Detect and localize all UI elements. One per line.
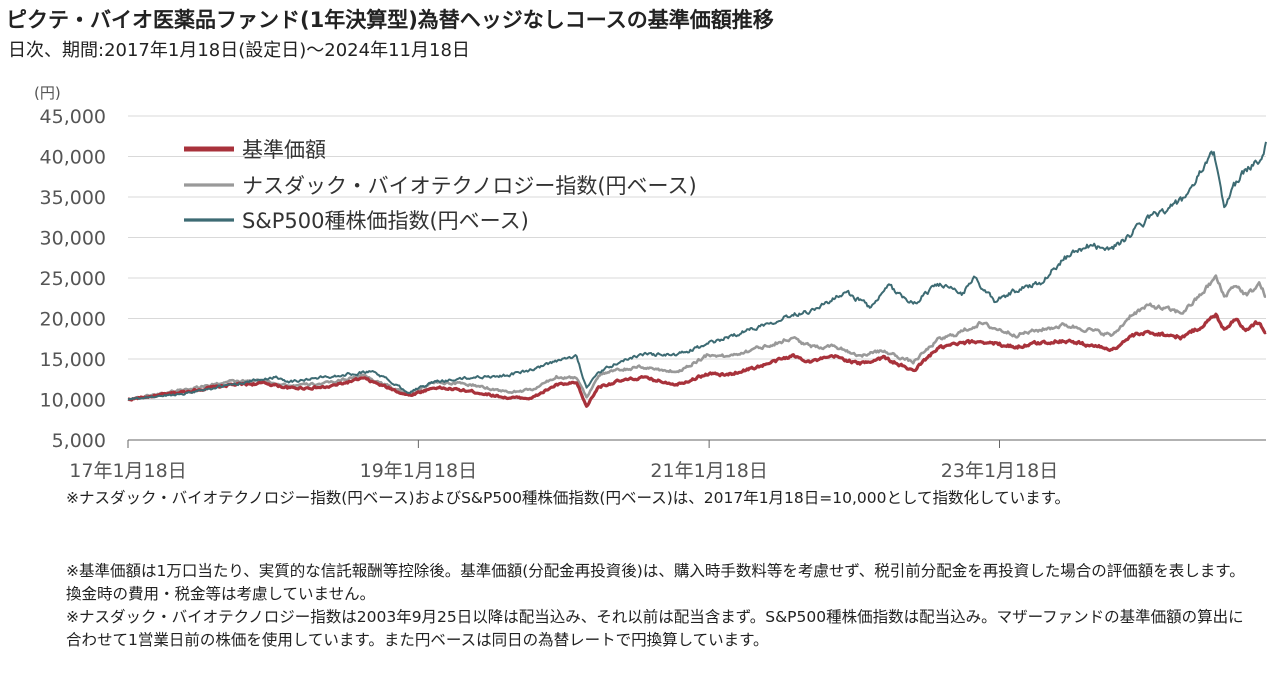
x-tick-label: 21年1月18日 <box>650 460 767 482</box>
legend-label: ナスダック・バイオテクノロジー指数(円ベース) <box>242 174 697 198</box>
y-tick-label: 40,000 <box>40 147 106 169</box>
x-tick-label: 23年1月18日 <box>941 460 1058 482</box>
y-tick-label: 30,000 <box>40 228 106 250</box>
footnote-index: ※ナスダック・バイオテクノロジー指数は2003年9月25日以降は配当込み、それ以… <box>66 608 1244 649</box>
y-tick-label: 45,000 <box>40 106 106 128</box>
y-tick-label: 20,000 <box>40 309 106 331</box>
y-tick-label: 25,000 <box>40 268 106 290</box>
x-tick-label: 19年1月18日 <box>360 460 477 482</box>
series-lines <box>127 141 1267 408</box>
x-tick-label: 17年1月18日 <box>69 460 186 482</box>
y-axis-unit: (円) <box>34 84 61 102</box>
y-tick-label: 10,000 <box>40 390 106 412</box>
chart-title: ピクテ・バイオ医薬品ファンド(1年決算型)為替ヘッジなしコースの基準価額推移 <box>6 8 774 32</box>
index-note: ※ナスダック・バイオテクノロジー指数(円ベース)およびS&P500種株価指数(円… <box>66 489 1071 507</box>
gridlines <box>128 115 1266 441</box>
series-line <box>127 274 1267 402</box>
legend-label: 基準価額 <box>242 138 326 162</box>
y-tick-label: 15,000 <box>40 349 106 371</box>
x-axis: 17年1月18日 19年1月18日 21年1月18日 23年1月18日 <box>69 439 1266 482</box>
y-tick-label: 5,000 <box>52 430 106 452</box>
chart-subtitle: 日次、期間:2017年1月18日(設定日)～2024年11月18日 <box>8 40 470 61</box>
y-axis: 5,000 10,000 15,000 20,000 25,000 30,000 35,00… <box>40 106 106 452</box>
y-tick-label: 35,000 <box>40 187 106 209</box>
series-line <box>127 141 1267 401</box>
footnotes: ※基準価額は1万口当たり、実質的な信託報酬等控除後。基準価額(分配金再投資後)は… <box>66 560 1256 652</box>
legend-label: S&P500種株価指数(円ベース) <box>242 209 529 233</box>
series-line <box>127 312 1267 408</box>
footnote-nav: ※基準価額は1万口当たり、実質的な信託報酬等控除後。基準価額(分配金再投資後)は… <box>66 562 1245 603</box>
